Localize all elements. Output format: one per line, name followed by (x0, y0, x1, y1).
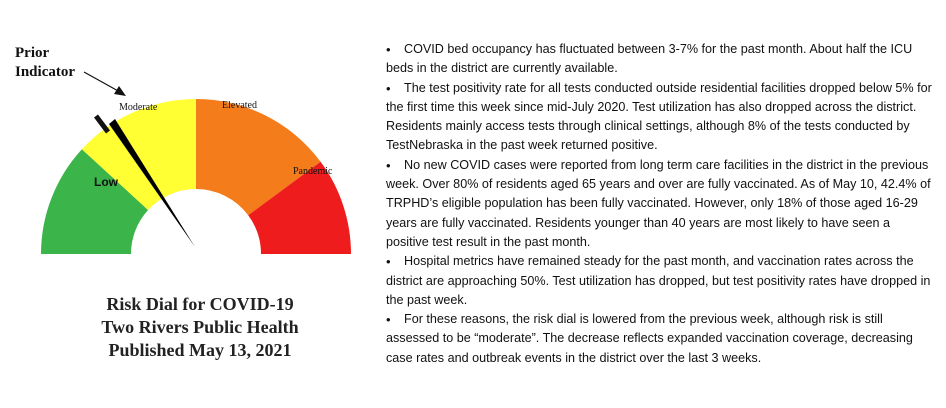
prior-indicator-arrow (83, 71, 126, 96)
dial-caption: Risk Dial for COVID-19 Two Rivers Public… (40, 293, 360, 362)
dial-label-elevated: Elevated (222, 100, 257, 111)
dial-label-pandemic: Pandemic (293, 166, 333, 177)
prior-indicator-marker (94, 114, 110, 134)
caption-line-organization: Two Rivers Public Health (101, 317, 299, 337)
bullet-hospital-metrics: Hospital metrics have remained steady fo… (386, 252, 934, 310)
dial-segment-pandemic (248, 161, 351, 254)
risk-dial-panel: Low Moderate Elevated Pandemic Prior Ind… (0, 0, 380, 408)
dial-segment-elevated (196, 99, 321, 216)
dial-label-low: Low (94, 175, 119, 189)
risk-summary-bullets: COVID bed occupancy has fluctuated betwe… (386, 40, 934, 368)
dial-needle (109, 119, 195, 247)
caption-line-title: Risk Dial for COVID-19 (106, 294, 294, 314)
dial-label-moderate: Moderate (119, 102, 158, 113)
prior-indicator-label: Prior Indicator (15, 45, 75, 80)
bullet-bed-occupancy: COVID bed occupancy has fluctuated betwe… (386, 40, 934, 79)
dial-segment-low (41, 149, 149, 254)
bullet-conclusion: For these reasons, the risk dial is lowe… (386, 310, 934, 368)
risk-dial-graphic: Low Moderate Elevated Pandemic (41, 71, 351, 254)
bullet-long-term-care-vaccination: No new COVID cases were reported from lo… (386, 156, 934, 252)
bullet-test-positivity: The test positivity rate for all tests c… (386, 79, 934, 156)
caption-line-published-date: Published May 13, 2021 (108, 340, 292, 360)
dial-segment-moderate (81, 99, 196, 210)
